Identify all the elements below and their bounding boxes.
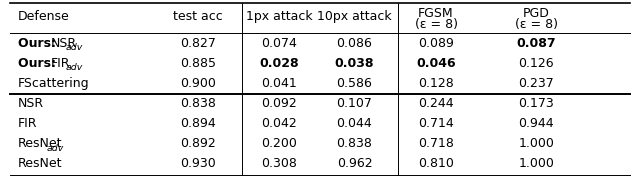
Text: 10px attack: 10px attack (317, 10, 392, 23)
Text: 0.092: 0.092 (261, 97, 297, 110)
Text: 0.074: 0.074 (261, 37, 297, 50)
Text: 0.838: 0.838 (337, 137, 372, 150)
Text: (ε = 8): (ε = 8) (415, 18, 458, 31)
Text: 0.038: 0.038 (335, 57, 374, 70)
Text: test acc: test acc (173, 10, 223, 23)
Text: NSR: NSR (51, 37, 77, 50)
Text: 0.900: 0.900 (180, 77, 216, 90)
Text: PGD: PGD (523, 6, 550, 20)
Text: 0.086: 0.086 (337, 37, 372, 50)
Text: 0.200: 0.200 (261, 137, 297, 150)
Text: 0.944: 0.944 (518, 117, 554, 130)
Text: 0.930: 0.930 (180, 157, 216, 170)
Text: FIR: FIR (51, 57, 70, 70)
Text: 0.894: 0.894 (180, 117, 216, 130)
Text: adv: adv (66, 63, 83, 72)
Text: adv: adv (66, 43, 83, 52)
Text: 0.714: 0.714 (418, 117, 454, 130)
Text: 0.586: 0.586 (337, 77, 372, 90)
Text: 0.885: 0.885 (180, 57, 216, 70)
Text: 0.089: 0.089 (418, 37, 454, 50)
Text: 0.126: 0.126 (518, 57, 554, 70)
Text: 1px attack: 1px attack (246, 10, 312, 23)
Text: 0.041: 0.041 (261, 77, 297, 90)
Text: Ours:: Ours: (18, 37, 60, 50)
Text: adv: adv (47, 144, 64, 153)
Text: ResNet: ResNet (18, 137, 62, 150)
Text: 0.173: 0.173 (518, 97, 554, 110)
Text: 0.962: 0.962 (337, 157, 372, 170)
Text: 0.838: 0.838 (180, 97, 216, 110)
Text: 1.000: 1.000 (518, 137, 554, 150)
Text: 0.128: 0.128 (418, 77, 454, 90)
Text: FIR: FIR (18, 117, 37, 130)
Text: 0.237: 0.237 (518, 77, 554, 90)
Text: Ours:: Ours: (18, 57, 60, 70)
Text: 0.046: 0.046 (416, 57, 456, 70)
Text: 0.892: 0.892 (180, 137, 216, 150)
Text: FGSM: FGSM (418, 6, 454, 20)
Text: Defense: Defense (18, 10, 69, 23)
Text: ResNet: ResNet (18, 157, 62, 170)
Text: 0.042: 0.042 (261, 117, 297, 130)
Text: 0.308: 0.308 (261, 157, 297, 170)
Text: 0.827: 0.827 (180, 37, 216, 50)
Text: 0.107: 0.107 (337, 97, 372, 110)
Text: 0.718: 0.718 (418, 137, 454, 150)
Text: 0.087: 0.087 (516, 37, 556, 50)
Text: 1.000: 1.000 (518, 157, 554, 170)
Text: FScattering: FScattering (18, 77, 90, 90)
Text: 0.244: 0.244 (418, 97, 454, 110)
Text: 0.044: 0.044 (337, 117, 372, 130)
Text: 0.028: 0.028 (259, 57, 299, 70)
Text: (ε = 8): (ε = 8) (515, 18, 558, 31)
Text: 0.810: 0.810 (418, 157, 454, 170)
Text: NSR: NSR (18, 97, 44, 110)
